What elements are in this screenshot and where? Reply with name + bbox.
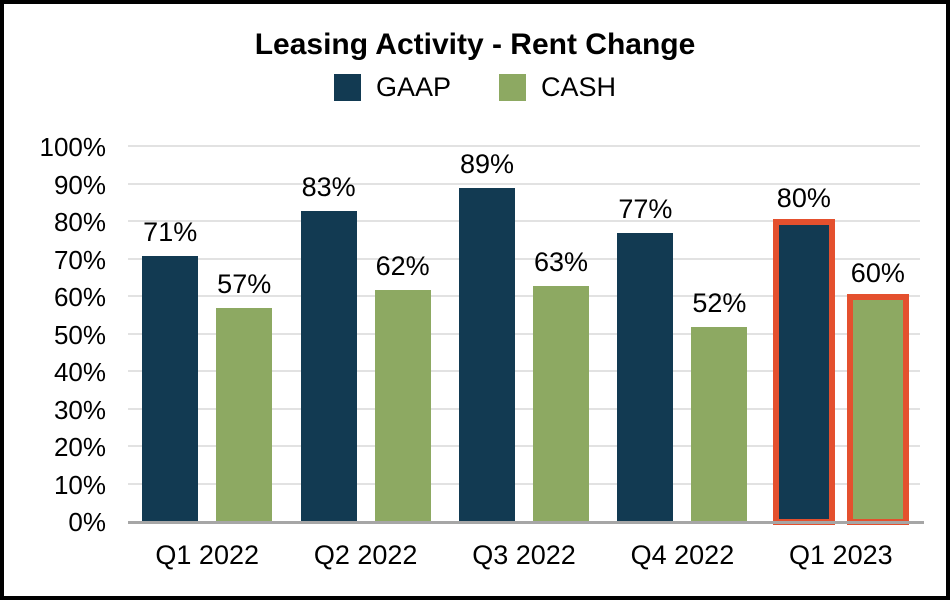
bar-gaap-q2-2022 xyxy=(300,210,357,522)
y-tick-label: 70% xyxy=(53,244,106,275)
x-category-label-q1-2023: Q1 2023 xyxy=(789,540,893,570)
bar-cash-q1-2022 xyxy=(216,308,273,522)
bar-slot: 83% xyxy=(300,147,357,522)
bar-group-q2-2022: 83% 62% xyxy=(286,147,444,522)
gridline xyxy=(128,182,920,185)
y-tick-label: 100% xyxy=(39,132,107,162)
legend-label: GAAP xyxy=(375,72,451,102)
bar-value-label: 62% xyxy=(375,250,430,281)
y-tick-label: 60% xyxy=(53,282,106,312)
y-tick-label: 40% xyxy=(53,357,106,387)
gridline xyxy=(128,370,920,372)
bar-slot: 63% xyxy=(533,147,590,522)
bar-value-label: 52% xyxy=(692,288,747,318)
legend: GAAP CASH xyxy=(4,74,946,101)
legend-label: CASH xyxy=(541,72,617,102)
y-axis: 0% 10% 20% 30% 40% 50% 60% 70% 80% 90% 100% xyxy=(24,134,107,535)
x-axis: Q1 2022 Q2 2022 Q3 2022 Q4 2022 Q1 2023 xyxy=(128,535,920,575)
bar-value-label: 71% xyxy=(143,216,198,247)
y-tick-label: 10% xyxy=(53,469,106,500)
bar-slot: 52% xyxy=(691,147,748,522)
legend-swatch-gaap xyxy=(333,74,361,101)
y-tick-label: 50% xyxy=(53,319,106,350)
x-category-label-q3-2022: Q3 2022 xyxy=(472,540,576,570)
gridline xyxy=(128,482,920,485)
bar-slot: 77% xyxy=(617,147,674,522)
bar-cash-q3-2022 xyxy=(533,285,590,522)
legend-swatch-cash xyxy=(499,74,526,101)
legend-item-cash: CASH xyxy=(499,74,616,101)
gridline xyxy=(128,145,920,147)
bar-slot: 80% xyxy=(772,147,835,525)
bar-slot: 71% xyxy=(142,147,199,522)
gridline xyxy=(128,332,920,335)
y-tick-label: 30% xyxy=(53,394,106,425)
bar-value-label: 57% xyxy=(217,269,272,300)
bar-value-label: 77% xyxy=(618,194,673,225)
bar-slot: 89% xyxy=(459,147,516,522)
bar-slot: 62% xyxy=(374,147,431,522)
x-category-label-q4-2022: Q4 2022 xyxy=(630,540,735,570)
bar-slot: 60% xyxy=(846,147,909,525)
bar-cash-q4-2022 xyxy=(691,327,748,522)
bar-gaap-q1-2023 xyxy=(772,219,835,525)
bar-value-label: 83% xyxy=(301,171,356,202)
bar-group-q1-2023: 80% 60% xyxy=(762,147,920,525)
chart-title: Leasing Activity - Rent Change xyxy=(254,28,696,61)
gridline xyxy=(128,257,920,260)
bar-cash-q2-2022 xyxy=(374,289,431,522)
y-tick-label: 20% xyxy=(53,432,106,462)
bar-slot: 57% xyxy=(216,147,273,522)
bar-value-label: 89% xyxy=(459,149,515,180)
bar-gaap-q4-2022 xyxy=(617,233,674,522)
legend-item-gaap: GAAP xyxy=(333,72,451,102)
bar-group-q4-2022: 77% 52% xyxy=(603,147,761,522)
y-tick-label: 0% xyxy=(68,507,106,537)
bar-value-label: 80% xyxy=(776,183,831,213)
bar-gaap-q3-2022 xyxy=(459,188,516,522)
gridline xyxy=(128,445,920,447)
bar-group-q1-2022: 71% 57% xyxy=(128,147,286,522)
x-category-label-q2-2022: Q2 2022 xyxy=(313,540,418,570)
bar-gaap-q1-2022 xyxy=(142,255,199,522)
bar-value-label: 60% xyxy=(850,258,905,288)
y-tick-label: 80% xyxy=(53,207,106,237)
gridline xyxy=(128,220,920,222)
bar-groups-row: 71% 57% 83% 62% 89% 63% 77% 52% 80% 60% xyxy=(128,147,920,525)
y-tick-label: 90% xyxy=(53,169,106,200)
bar-value-label: 63% xyxy=(533,246,589,277)
gridline xyxy=(128,407,920,410)
bar-group-q3-2022: 89% 63% xyxy=(445,147,603,522)
gridline xyxy=(128,295,920,297)
x-axis-line xyxy=(128,521,924,524)
bar-cash-q1-2023 xyxy=(846,294,909,525)
plot-area: 71% 57% 83% 62% 89% 63% 77% 52% 80% 60% xyxy=(128,145,924,525)
x-category-label-q1-2022: Q1 2022 xyxy=(155,540,259,570)
